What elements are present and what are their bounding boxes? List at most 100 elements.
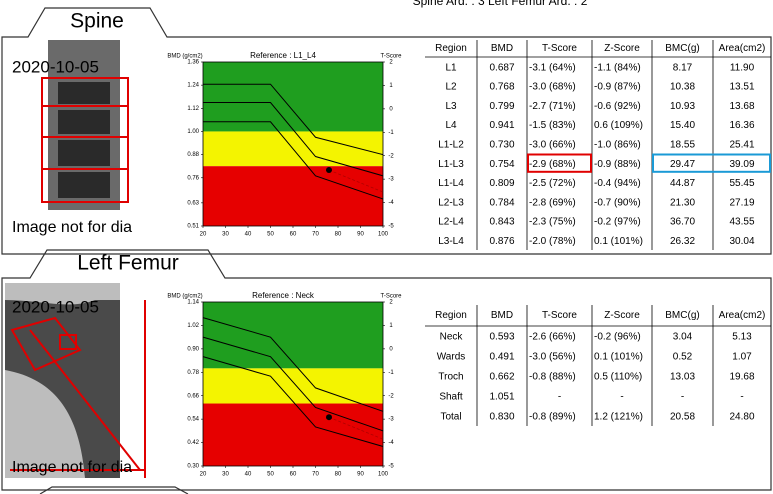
table-cell: -2.8 (69%): [529, 197, 576, 208]
y2-tick-label: -2: [388, 153, 394, 159]
x-tick-label: 70: [312, 472, 319, 478]
zone: [203, 302, 383, 369]
y-axis-label: BMD (g/cm2): [167, 54, 202, 60]
scan-date: 2020-10-05: [12, 57, 99, 76]
table-cell: 0.5 (110%): [594, 372, 642, 383]
table-cell: L3-L4: [438, 236, 464, 247]
femur-frame: [1, 249, 772, 491]
table-cell: 0.768: [489, 82, 514, 93]
table-cell: 0.809: [489, 178, 514, 189]
table-cell: -0.8 (88%): [529, 372, 576, 383]
table-cell: 1.2 (121%): [594, 412, 643, 423]
table-cell: 55.45: [729, 178, 754, 189]
y-tick-label: 0.42: [187, 440, 199, 446]
table-header: BMD: [491, 43, 513, 54]
x-tick-label: 100: [378, 232, 389, 238]
y-tick-label: 0.66: [187, 393, 199, 399]
table-cell: -3.0 (68%): [529, 82, 576, 93]
table-cell: 0.941: [489, 120, 514, 131]
y-tick-label: 0.78: [187, 370, 199, 376]
scan-date: 2020-10-05: [12, 297, 99, 316]
table-cell: -2.3 (75%): [529, 217, 576, 228]
x-tick-label: 80: [335, 232, 342, 238]
table-cell: 20.58: [670, 412, 695, 423]
table-cell: L1-L4: [438, 178, 464, 189]
table-cell: 8.17: [673, 62, 693, 73]
table-cell: 0.52: [673, 352, 693, 363]
table-cell: 0.662: [489, 372, 514, 383]
table-cell: 0.491: [489, 352, 514, 363]
table-cell: L1: [445, 62, 457, 73]
table-cell: -1.0 (86%): [594, 139, 641, 150]
x-tick-label: 40: [245, 472, 252, 478]
y2-tick-label: 1: [389, 323, 393, 329]
y-tick-label: 0.88: [187, 152, 199, 158]
table-cell: L1-L2: [438, 139, 464, 150]
table-cell: 0.784: [489, 197, 514, 208]
x-tick-label: 50: [267, 232, 274, 238]
x-tick-label: 60: [290, 472, 297, 478]
femur-roi: [10, 300, 146, 478]
image-note: Image not for dia: [12, 459, 132, 476]
table-cell: L2-L4: [438, 217, 464, 228]
table-cell: 0.754: [489, 159, 514, 170]
y-axis-label: BMD (g/cm2): [167, 294, 202, 300]
y-tick-label: 1.24: [187, 83, 199, 89]
table-cell: -0.7 (90%): [594, 197, 641, 208]
table-cell: L4: [445, 120, 457, 131]
x-tick-label: 50: [267, 472, 274, 478]
table-header: Region: [435, 43, 467, 54]
y2-tick-label: 0: [389, 346, 393, 352]
reference-line: [203, 121, 384, 200]
vertebrae: [58, 82, 110, 198]
table-cell: L2: [445, 82, 457, 93]
x-tick-label: 80: [335, 472, 342, 478]
table-header: BMC(g): [665, 43, 699, 54]
table-cell: Neck: [440, 332, 464, 343]
table-header: T-Score: [542, 310, 577, 321]
table-cell: 43.55: [729, 217, 754, 228]
table-cell: 26.32: [670, 236, 695, 247]
table-cell: -0.2 (96%): [594, 332, 641, 343]
table-cell: L1-L3: [438, 159, 464, 170]
patient-point: [326, 167, 332, 174]
y2-tick-label: -3: [388, 417, 394, 423]
roi-boxes: [41, 77, 129, 203]
table-cell: -2.9 (68%): [529, 159, 576, 170]
table-cell: -0.2 (97%): [594, 217, 641, 228]
table-cell: -0.4 (94%): [594, 178, 641, 189]
table-cell: Shaft: [439, 392, 463, 403]
table-header: Area(cm2): [719, 43, 766, 54]
zone: [203, 403, 383, 466]
table-cell: 5.13: [732, 332, 752, 343]
table-cell: -2.6 (66%): [529, 332, 576, 343]
reference-line: [202, 336, 384, 432]
next-tab: [39, 486, 189, 494]
table-cell: 10.38: [670, 82, 695, 93]
y-tick-label: 0.51: [187, 224, 199, 230]
table-cell: 36.70: [670, 217, 695, 228]
y-tick-label: 0.30: [187, 464, 199, 470]
y2-tick-label: -5: [388, 464, 394, 470]
table-cell: 27.19: [729, 197, 754, 208]
table-cell: 1.051: [489, 392, 514, 403]
table-cell: 13.68: [729, 101, 754, 112]
table-cell: 0.1 (101%): [594, 236, 643, 247]
zone: [203, 368, 383, 404]
x-tick-label: 30: [222, 232, 229, 238]
table-cell: 24.80: [729, 412, 754, 423]
table-cell: 13.03: [670, 372, 695, 383]
table-cell: -0.8 (89%): [529, 412, 576, 423]
y-tick-label: 1.02: [187, 323, 199, 329]
table-header: Z-Score: [604, 43, 640, 54]
table-cell: 15.40: [670, 120, 695, 131]
table-cell: -0.6 (92%): [594, 101, 641, 112]
x-tick-label: 100: [378, 472, 389, 478]
table-cell: 1.07: [732, 352, 752, 363]
image-note: Image not for dia: [12, 219, 132, 236]
y2-tick-label: 0: [389, 106, 393, 112]
y2-axis-label: T-Score: [380, 294, 402, 300]
table-cell: 25.41: [729, 139, 754, 150]
table-header: Z-Score: [604, 310, 640, 321]
table-cell: 0.830: [489, 412, 514, 423]
